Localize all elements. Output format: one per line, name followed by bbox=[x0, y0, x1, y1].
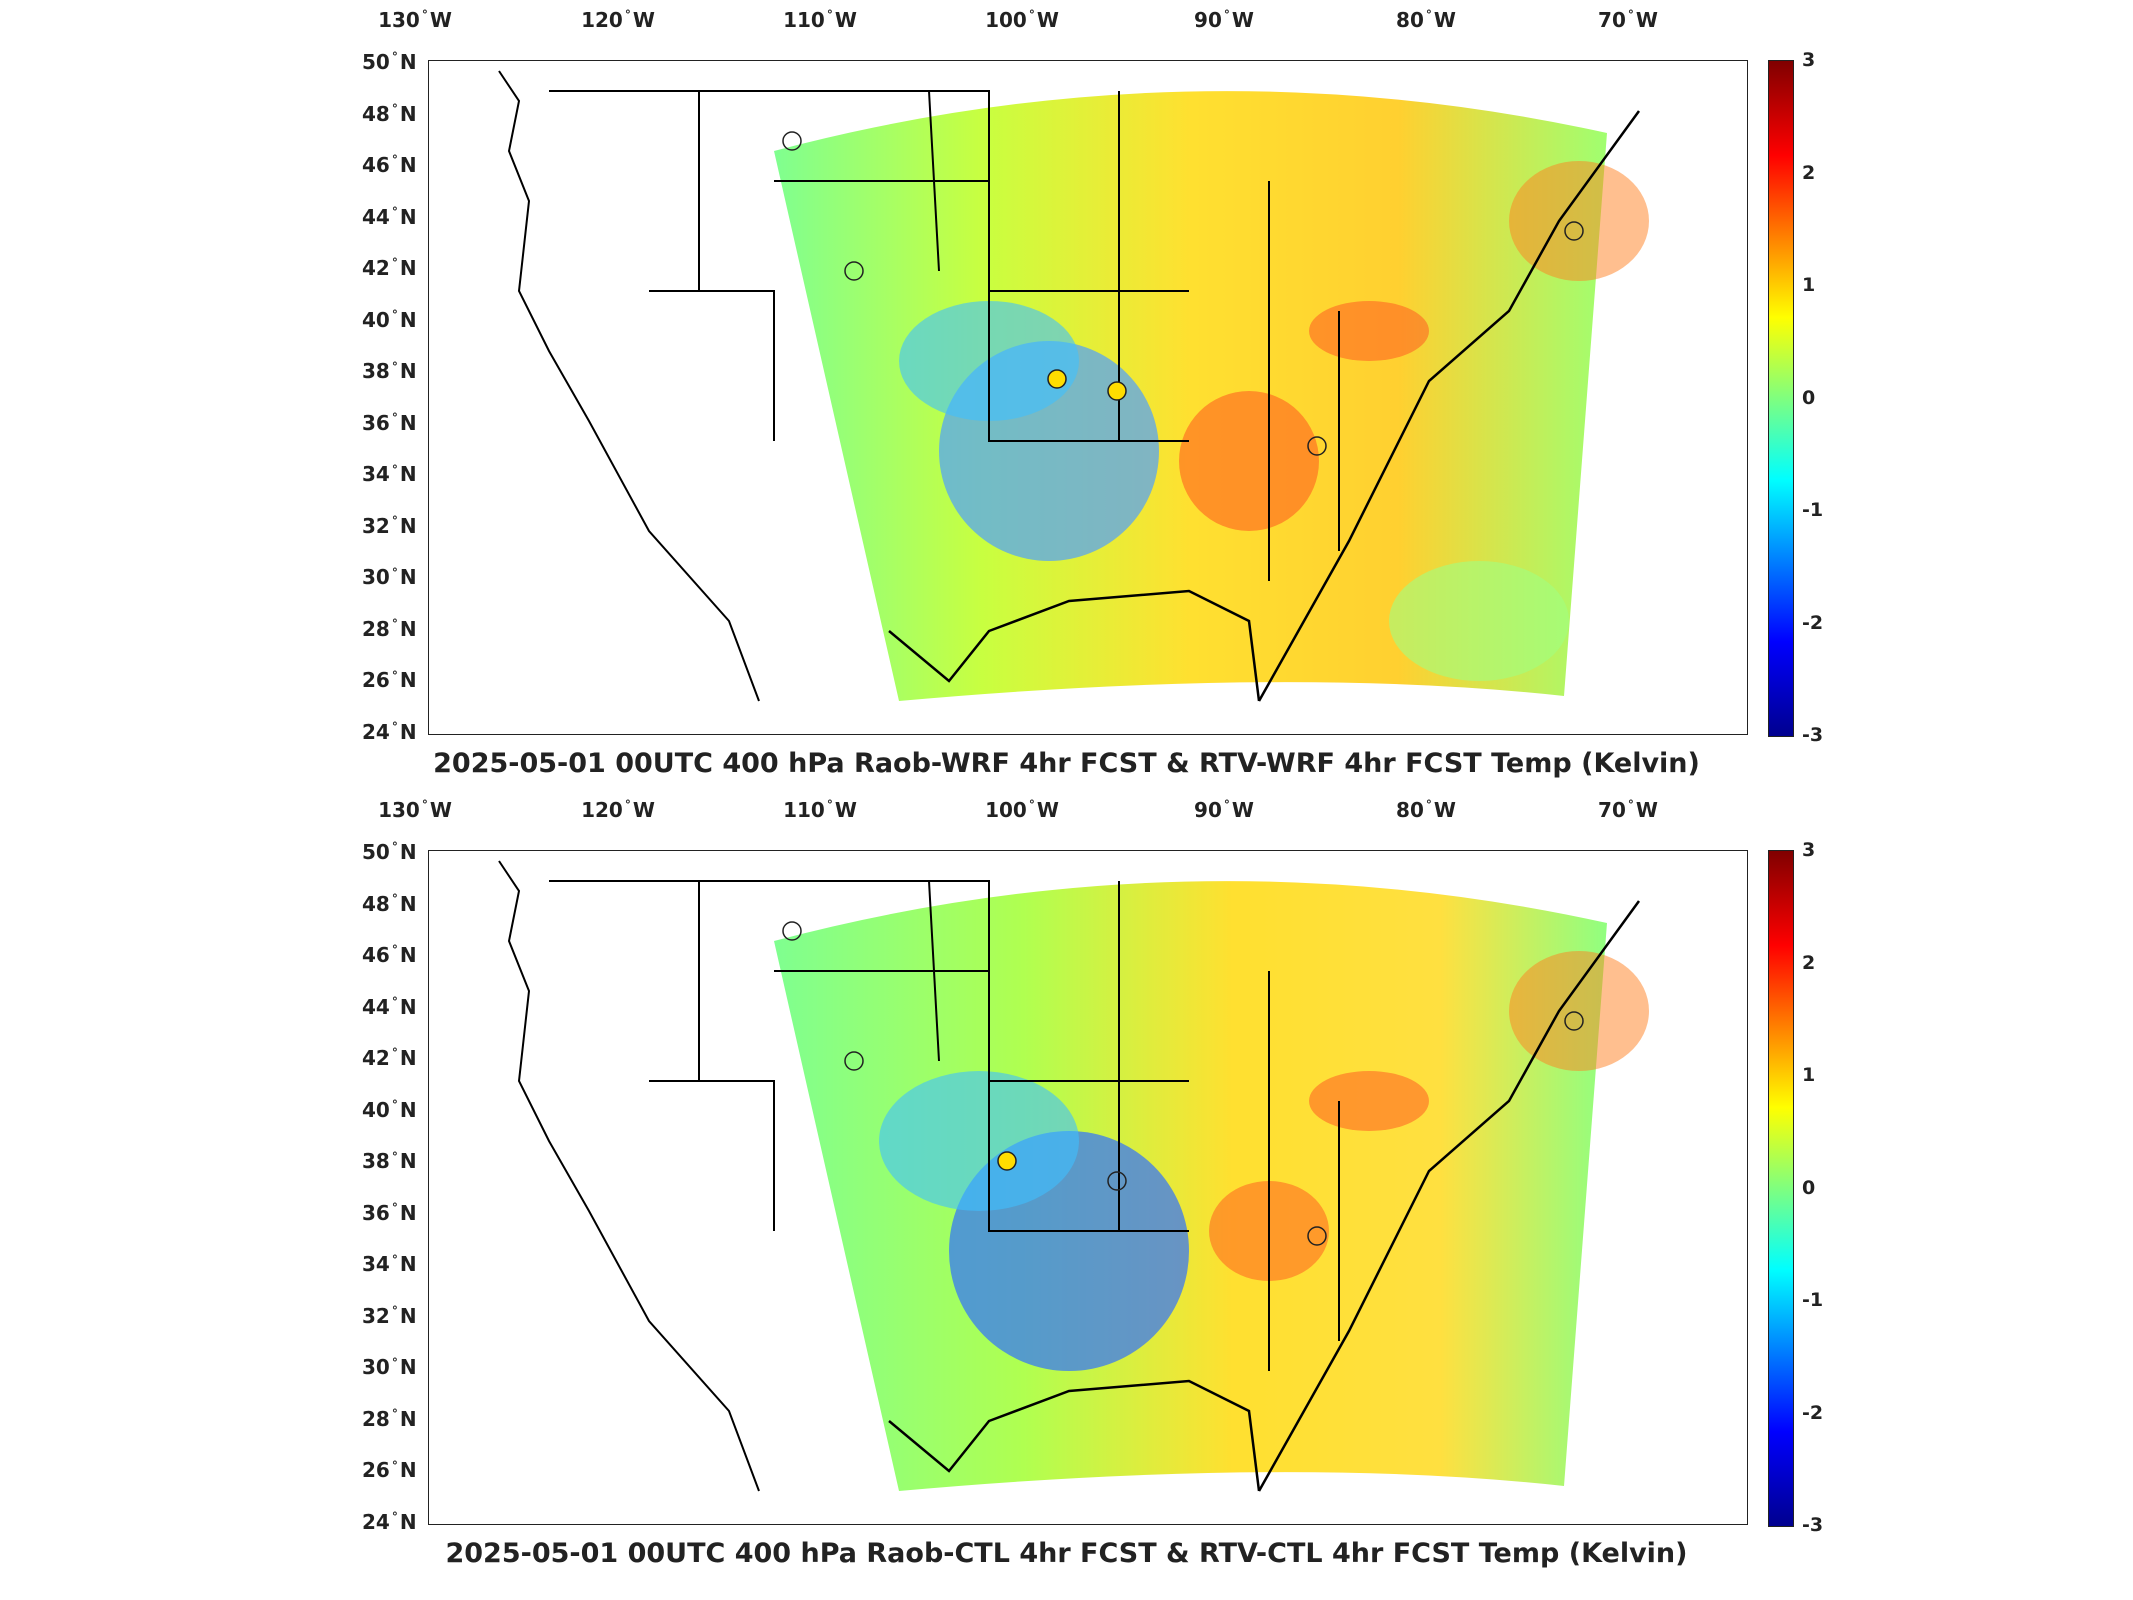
latitude-tick-label: 36 ° N bbox=[362, 410, 417, 435]
longitude-tick-label: 110 ° W bbox=[783, 798, 857, 822]
top-map-panel: 130 ° W 120 ° W 110 ° W 100 ° W 90 ° W 80 ° W 70 ° W 50 ° N 48 °… bbox=[362, 8, 1824, 779]
longitude-tick-label: 130 ° W bbox=[378, 8, 452, 32]
forecast-domain bbox=[774, 91, 1607, 702]
raob-station bbox=[782, 921, 802, 941]
colorbar-tick-label: 2 bbox=[1802, 161, 1816, 184]
raob-station bbox=[1564, 221, 1584, 241]
latitude-tick-label: 40 ° N bbox=[362, 1097, 417, 1122]
latitude-tick-label: 36 ° N bbox=[362, 1200, 417, 1225]
raob-station bbox=[997, 1151, 1017, 1171]
latitude-tick-label: 38 ° N bbox=[362, 1149, 417, 1174]
colorbar-tick-label: 0 bbox=[1802, 1176, 1816, 1199]
raob-station bbox=[1307, 1226, 1327, 1246]
latitude-tick-label: 42 ° N bbox=[362, 1046, 417, 1071]
latitude-tick-label: 48 ° N bbox=[362, 101, 417, 126]
latitude-tick-label: 48 ° N bbox=[362, 891, 417, 916]
latitude-tick-label: 50 ° N bbox=[362, 50, 417, 74]
latitude-tick-label: 26 ° N bbox=[362, 1458, 417, 1483]
latitude-tick-label: 28 ° N bbox=[362, 616, 417, 641]
east-coast bbox=[1257, 110, 1641, 702]
latitude-tick-label: 28 ° N bbox=[362, 1406, 417, 1431]
latitude-tick-label: 34 ° N bbox=[362, 1252, 417, 1277]
latitude-tick-label: 26 ° N bbox=[362, 668, 417, 693]
longitude-tick-label: 80 ° W bbox=[1396, 8, 1456, 32]
raob-station bbox=[1564, 1011, 1584, 1031]
raob-station bbox=[1107, 381, 1127, 401]
longitude-tick-label: 90 ° W bbox=[1194, 8, 1254, 32]
warm-anomaly bbox=[1309, 1071, 1429, 1131]
latitude-tick-label: 46 ° N bbox=[362, 153, 417, 178]
longitude-tick-label: 110 ° W bbox=[783, 8, 857, 32]
colorbar bbox=[1768, 60, 1794, 737]
colorbar-tick-label: 1 bbox=[1802, 274, 1816, 296]
colorbar-tick-label: 0 bbox=[1802, 386, 1816, 409]
longitude-tick-label: 90 ° W bbox=[1194, 798, 1254, 822]
colorbar bbox=[1768, 850, 1794, 1527]
warm-anomaly bbox=[1309, 301, 1429, 361]
map-plot-area bbox=[428, 850, 1748, 1525]
latitude-tick-label: 30 ° N bbox=[362, 1355, 417, 1380]
east-coast bbox=[1257, 900, 1641, 1492]
colorbar-tick-label: 3 bbox=[1802, 49, 1816, 71]
raob-station bbox=[1107, 1171, 1127, 1191]
warm-anomaly bbox=[1509, 161, 1649, 281]
colorbar-tick-label: -3 bbox=[1802, 724, 1824, 746]
state-borders bbox=[549, 880, 1340, 1371]
longitude-tick-label: 100 ° W bbox=[985, 8, 1059, 32]
colorbar-tick-label: 2 bbox=[1802, 951, 1816, 974]
longitude-tick-label: 80 ° W bbox=[1396, 798, 1456, 822]
latitude-tick-label: 46 ° N bbox=[362, 943, 417, 968]
latitude-tick-label: 30 ° N bbox=[362, 565, 417, 590]
raob-station bbox=[1047, 369, 1067, 389]
state-borders bbox=[549, 90, 1340, 581]
latitude-tick-label: 24 ° N bbox=[362, 1510, 417, 1534]
map-plot-area bbox=[428, 60, 1748, 735]
raob-station bbox=[1307, 436, 1327, 456]
forecast-domain bbox=[774, 881, 1607, 1491]
gulf-coast bbox=[888, 1379, 1261, 1492]
latitude-tick-label: 24 ° N bbox=[362, 720, 417, 744]
raob-station bbox=[844, 261, 864, 281]
map-title: 2025-05-01 00UTC 400 hPa Raob-CTL 4hr FC… bbox=[445, 1538, 1688, 1569]
latitude-tick-label: 50 ° N bbox=[362, 840, 417, 864]
latitude-tick-label: 32 ° N bbox=[362, 1303, 417, 1328]
latitude-tick-label: 44 ° N bbox=[362, 204, 417, 229]
longitude-tick-label: 70 ° W bbox=[1598, 798, 1658, 822]
longitude-tick-label: 120 ° W bbox=[581, 798, 655, 822]
colorbar-tick-label: -2 bbox=[1802, 1401, 1824, 1424]
latitude-tick-label: 38 ° N bbox=[362, 359, 417, 384]
latitude-tick-label: 34 ° N bbox=[362, 462, 417, 487]
west-coast bbox=[498, 70, 760, 702]
temperature-difference-map bbox=[498, 860, 1649, 1492]
gulf-coast bbox=[888, 589, 1261, 702]
raob-station-markers bbox=[782, 131, 1584, 456]
latitude-tick-label: 42 ° N bbox=[362, 256, 417, 281]
colorbar-tick-label: 1 bbox=[1802, 1064, 1816, 1086]
west-coast bbox=[498, 860, 760, 1492]
colorbar-tick-label: -1 bbox=[1802, 1289, 1824, 1311]
latitude-tick-label: 40 ° N bbox=[362, 307, 417, 332]
colorbar-tick-label: 3 bbox=[1802, 839, 1816, 861]
temperature-difference-map bbox=[498, 70, 1649, 702]
colorbar-tick-label: -3 bbox=[1802, 1514, 1824, 1536]
raob-station-markers bbox=[782, 921, 1584, 1246]
colorbar-tick-label: -1 bbox=[1802, 499, 1824, 521]
colorbar-tick-label: -2 bbox=[1802, 611, 1824, 634]
longitude-tick-label: 100 ° W bbox=[985, 798, 1059, 822]
map-title: 2025-05-01 00UTC 400 hPa Raob-WRF 4hr FC… bbox=[433, 748, 1700, 779]
longitude-tick-label: 130 ° W bbox=[378, 798, 452, 822]
longitude-tick-label: 70 ° W bbox=[1598, 8, 1658, 32]
latitude-tick-label: 44 ° N bbox=[362, 994, 417, 1019]
raob-station bbox=[844, 1051, 864, 1071]
cool-anomaly bbox=[1389, 561, 1569, 681]
warm-anomaly bbox=[1509, 951, 1649, 1071]
longitude-tick-label: 120 ° W bbox=[581, 8, 655, 32]
bottom-map-panel: 130 ° W 120 ° W 110 ° W 100 ° W 90 ° W 80 ° W 70 ° W 50 ° N 48 °… bbox=[0, 790, 2133, 1590]
latitude-tick-label: 32 ° N bbox=[362, 513, 417, 538]
raob-station bbox=[782, 131, 802, 151]
cold-anomaly bbox=[879, 1071, 1079, 1211]
warm-anomaly bbox=[1179, 391, 1319, 531]
